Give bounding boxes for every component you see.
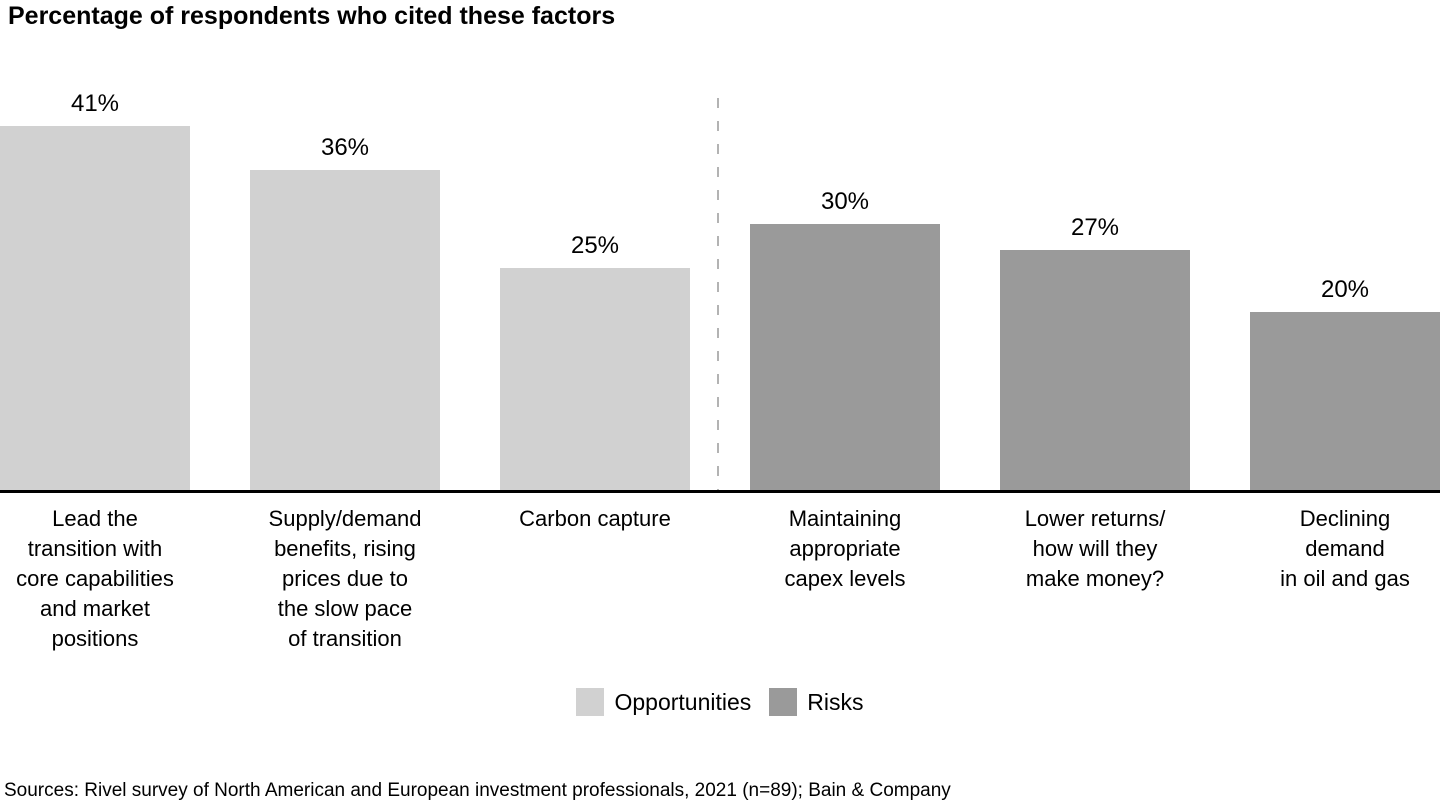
category-label: Declining demand in oil and gas [1280, 506, 1410, 591]
category-label: Lower returns/ how will they make money? [1024, 506, 1166, 591]
legend-label: Risks [807, 688, 864, 715]
legend-item-opportunities: Opportunities [576, 688, 751, 716]
category-label: Carbon capture [519, 506, 671, 531]
category-axis-labels: Lead the transition with core capabiliti… [0, 504, 1440, 654]
bar-value-label: 27% [1070, 214, 1120, 241]
x-axis-line [0, 490, 1440, 493]
chart-legend: Opportunities Risks [0, 688, 1440, 716]
category-label: Supply/demand benefits, rising prices du… [268, 506, 422, 651]
legend-swatch-icon [769, 688, 798, 716]
bar-value-label: 25% [570, 232, 620, 259]
legend-item-risks: Risks [769, 688, 864, 716]
bar-column: 25% [500, 233, 690, 490]
bar-value-label: 41% [70, 90, 120, 117]
group-divider-dashed-line [717, 98, 719, 490]
bar-risks-20 [1250, 312, 1440, 490]
bar-opportunities-25 [500, 268, 690, 490]
bar-value-label: 36% [320, 134, 370, 161]
bar-column: 36% [250, 135, 440, 490]
legend-swatch-icon [576, 688, 605, 716]
bar-column: 27% [1000, 215, 1190, 490]
bar-column: 41% [0, 91, 190, 490]
legend-label: Opportunities [614, 688, 752, 715]
bar-opportunities-36 [250, 170, 440, 490]
chart-title: Percentage of respondents who cited thes… [8, 2, 616, 30]
bar-risks-30 [750, 224, 940, 490]
bar-value-label: 30% [820, 188, 870, 215]
bar-opportunities-41 [0, 126, 190, 490]
bar-value-label: 20% [1320, 276, 1370, 303]
bar-risks-27 [1000, 250, 1190, 490]
bar-plot-area: 41% 36% 25% 30% 27% 20% [0, 90, 1440, 490]
bar-column: 30% [750, 189, 940, 490]
category-label: Maintaining appropriate capex levels [784, 506, 906, 591]
source-note: Sources: Rivel survey of North American … [4, 780, 951, 801]
bar-column: 20% [1250, 277, 1440, 490]
category-label: Lead the transition with core capabiliti… [16, 506, 174, 651]
